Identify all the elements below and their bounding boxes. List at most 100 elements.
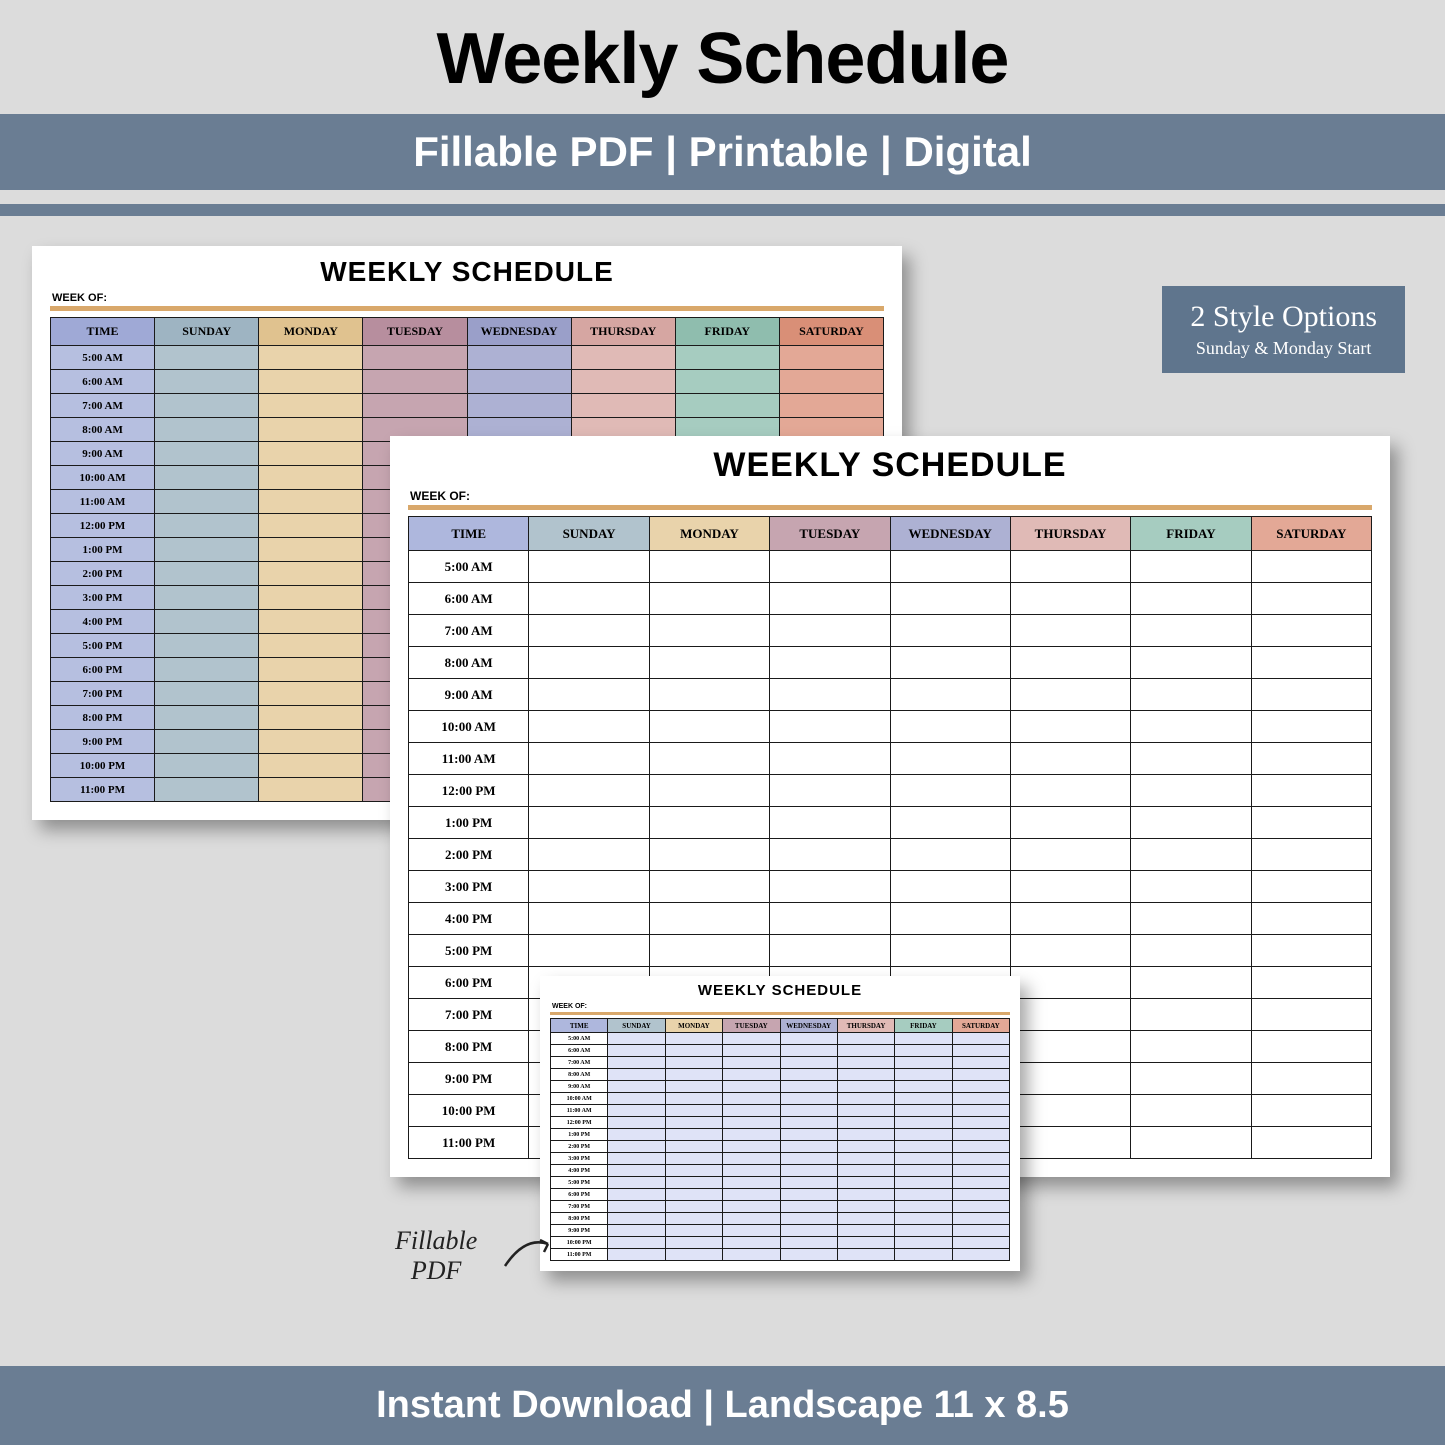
schedule-cell <box>895 1045 952 1057</box>
schedule-cell <box>155 394 259 418</box>
time-cell: 11:00 AM <box>551 1105 608 1117</box>
schedule-cell <box>1131 1031 1251 1063</box>
schedule-cell <box>895 1093 952 1105</box>
time-cell: 7:00 AM <box>51 394 155 418</box>
schedule-cell <box>665 1213 722 1225</box>
schedule-cell <box>529 615 649 647</box>
schedule-cell <box>155 562 259 586</box>
schedule-cell <box>952 1237 1009 1249</box>
time-cell: 9:00 PM <box>409 1063 529 1095</box>
schedule-cell <box>895 1141 952 1153</box>
page-title: Weekly Schedule <box>0 0 1445 114</box>
schedule-cell <box>259 562 363 586</box>
schedule-cell <box>780 1057 837 1069</box>
schedule-cell <box>529 775 649 807</box>
col-header-day: SUNDAY <box>608 1019 665 1033</box>
schedule-cell <box>780 1033 837 1045</box>
sheet-title: WEEKLY SCHEDULE <box>50 256 884 288</box>
schedule-cell <box>780 1069 837 1081</box>
schedule-cell <box>649 807 769 839</box>
schedule-cell <box>895 1249 952 1261</box>
schedule-cell <box>723 1189 780 1201</box>
schedule-cell <box>259 346 363 370</box>
schedule-cell <box>1251 1031 1371 1063</box>
col-header-day: FRIDAY <box>895 1019 952 1033</box>
schedule-cell <box>770 551 890 583</box>
schedule-cell <box>608 1141 665 1153</box>
style-options-badge: 2 Style Options Sunday & Monday Start <box>1162 286 1405 373</box>
schedule-cell <box>1251 999 1371 1031</box>
schedule-cell <box>723 1105 780 1117</box>
time-cell: 6:00 PM <box>551 1189 608 1201</box>
col-header-day: SUNDAY <box>529 517 649 551</box>
time-cell: 5:00 PM <box>409 935 529 967</box>
schedule-cell <box>952 1105 1009 1117</box>
schedule-cell <box>952 1165 1009 1177</box>
schedule-cell <box>665 1249 722 1261</box>
schedule-cell <box>837 1045 894 1057</box>
schedule-cell <box>780 1213 837 1225</box>
schedule-cell <box>895 1081 952 1093</box>
schedule-cell <box>649 935 769 967</box>
schedule-cell <box>1251 583 1371 615</box>
schedule-cell <box>1010 967 1130 999</box>
time-cell: 6:00 AM <box>409 583 529 615</box>
schedule-cell <box>1131 647 1251 679</box>
schedule-cell <box>155 730 259 754</box>
fillable-pdf-note: Fillable PDF <box>395 1226 477 1286</box>
schedule-cell <box>649 711 769 743</box>
schedule-cell <box>1251 615 1371 647</box>
schedule-cell <box>571 370 675 394</box>
schedule-cell <box>1251 903 1371 935</box>
schedule-cell <box>1251 775 1371 807</box>
schedule-cell <box>837 1165 894 1177</box>
time-cell: 11:00 AM <box>409 743 529 775</box>
time-cell: 8:00 PM <box>409 1031 529 1063</box>
schedule-cell <box>665 1057 722 1069</box>
time-cell: 4:00 PM <box>409 903 529 935</box>
schedule-cell <box>608 1033 665 1045</box>
time-cell: 4:00 PM <box>51 610 155 634</box>
schedule-cell <box>363 394 467 418</box>
schedule-cell <box>529 743 649 775</box>
schedule-cell <box>665 1237 722 1249</box>
schedule-cell <box>837 1237 894 1249</box>
schedule-cell <box>529 551 649 583</box>
stage: 2 Style Options Sunday & Monday Start WE… <box>0 216 1445 1346</box>
schedule-cell <box>723 1033 780 1045</box>
col-header-day: SUNDAY <box>155 318 259 346</box>
schedule-cell <box>952 1225 1009 1237</box>
schedule-cell <box>895 1177 952 1189</box>
schedule-cell <box>1010 1095 1130 1127</box>
schedule-cell <box>952 1069 1009 1081</box>
schedule-cell <box>1010 871 1130 903</box>
schedule-cell <box>665 1081 722 1093</box>
time-cell: 8:00 PM <box>551 1213 608 1225</box>
schedule-cell <box>649 647 769 679</box>
schedule-cell <box>780 1045 837 1057</box>
schedule-cell <box>675 346 779 370</box>
time-cell: 6:00 AM <box>551 1045 608 1057</box>
schedule-cell <box>895 1225 952 1237</box>
schedule-cell <box>952 1249 1009 1261</box>
subtitle-band: Fillable PDF | Printable | Digital <box>0 114 1445 190</box>
schedule-cell <box>1131 679 1251 711</box>
schedule-cell <box>155 490 259 514</box>
schedule-cell <box>780 1201 837 1213</box>
col-header-day: TUESDAY <box>770 517 890 551</box>
schedule-cell <box>890 839 1010 871</box>
time-cell: 9:00 AM <box>51 442 155 466</box>
schedule-cell <box>259 370 363 394</box>
time-cell: 1:00 PM <box>551 1129 608 1141</box>
schedule-cell <box>1251 679 1371 711</box>
schedule-cell <box>952 1153 1009 1165</box>
schedule-cell <box>1131 871 1251 903</box>
accent-rule <box>408 505 1372 510</box>
time-cell: 10:00 AM <box>409 711 529 743</box>
schedule-cell <box>259 778 363 802</box>
schedule-cell <box>665 1153 722 1165</box>
schedule-cell <box>952 1033 1009 1045</box>
schedule-cell <box>770 647 890 679</box>
schedule-cell <box>1251 743 1371 775</box>
time-cell: 11:00 PM <box>409 1127 529 1159</box>
